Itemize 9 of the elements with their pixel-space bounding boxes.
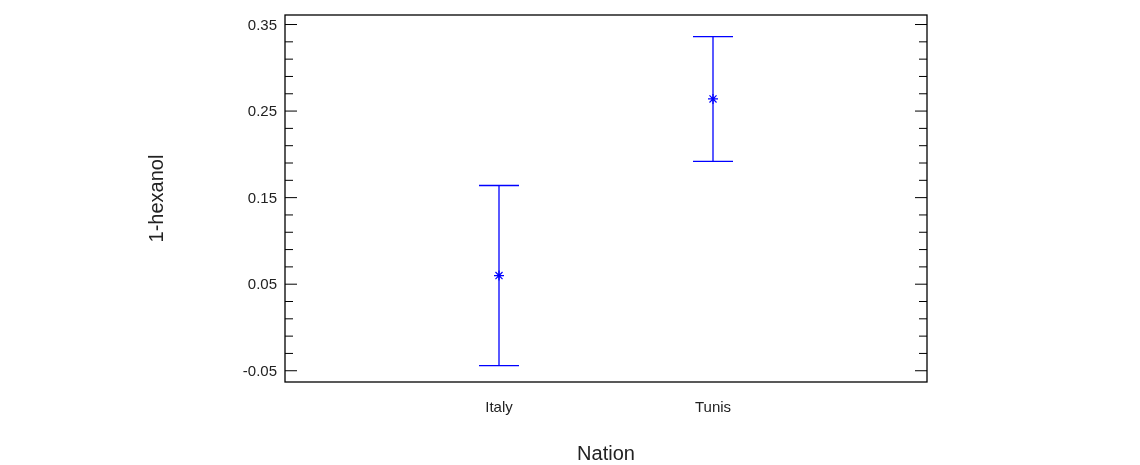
x-tick-label: Italy (485, 398, 514, 415)
y-tick-label: -0.05 (242, 362, 277, 379)
x-axis-title: Nation (577, 442, 635, 464)
y-axis-title: 1-hexanol (145, 154, 167, 243)
x-tick-label: Tunis (694, 398, 732, 415)
y-tick-label: 0.25 (247, 102, 277, 120)
y-tick-label: 0.15 (247, 188, 277, 206)
y-tick-label: 0.35 (247, 15, 277, 33)
y-tick-label: 0.05 (247, 275, 277, 293)
